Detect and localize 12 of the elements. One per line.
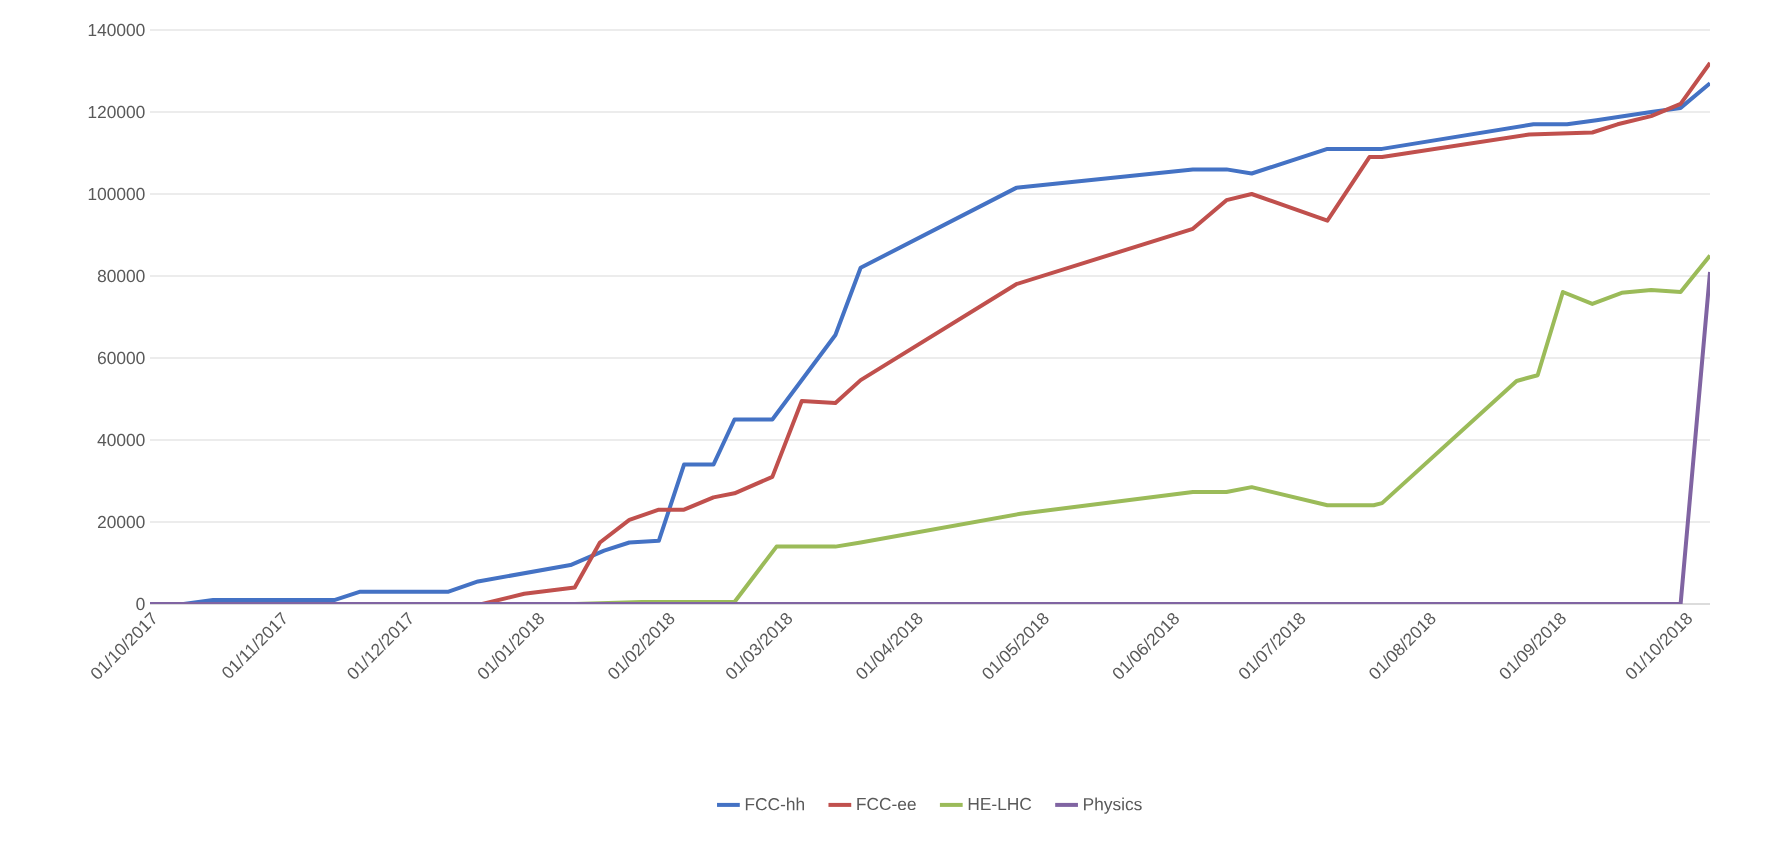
legend-label: FCC-ee [857, 797, 916, 811]
y-tick-label: 80000 [97, 269, 145, 283]
y-tick-label: 120000 [88, 105, 145, 119]
y-tick-label: 60000 [97, 351, 145, 365]
y-tick-label: 100000 [88, 187, 145, 201]
y-tick-label: 40000 [97, 433, 145, 447]
legend-label: Physics [1084, 797, 1142, 814]
legend-label: HE-LHC [968, 797, 1032, 811]
y-tick-label: 0 [136, 597, 145, 611]
legend-label: FCC-hh [745, 797, 804, 811]
y-tick-label: 20000 [97, 515, 145, 529]
y-tick-label: 140000 [88, 23, 145, 37]
